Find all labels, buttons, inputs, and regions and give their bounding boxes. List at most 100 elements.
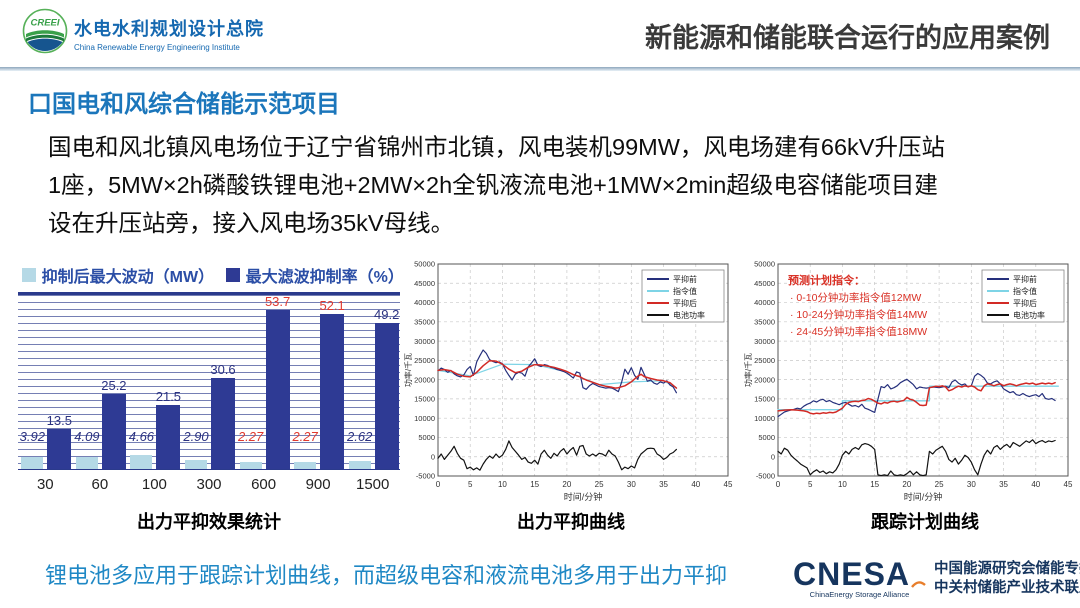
svg-text:平抑前: 平抑前 — [1013, 274, 1037, 284]
bar-wave-mw — [239, 462, 262, 469]
conclusion-note: 锂电池多应用于跟踪计划曲线，而超级电容和液流电池多用于出力平抑 — [45, 563, 728, 588]
svg-text:5000: 5000 — [758, 433, 775, 442]
svg-text:20000: 20000 — [754, 375, 775, 384]
svg-text:45: 45 — [724, 480, 733, 489]
svg-text:10: 10 — [498, 480, 507, 489]
svg-text:0: 0 — [436, 480, 441, 489]
svg-text:40000: 40000 — [414, 298, 435, 307]
bar-chart-suppression-stats: 抑制后最大波动（MW） 最大滤波抑制率（%） 3.92 13.5 4.09 25.2 4.6… — [18, 262, 404, 506]
slide-title: 新能源和储能联合运行的应用案例 — [645, 23, 1050, 53]
cnesa-logo: CNESA ChinaEnergy Storage Alliance 中国能源研… — [793, 552, 1080, 606]
svg-text:平抑后: 平抑后 — [673, 298, 697, 308]
header-divider — [0, 67, 1080, 71]
bar-value-pct: 13.5 — [46, 413, 72, 428]
caption-smoothing-curve: 出力平抑曲线 — [517, 512, 625, 532]
svg-text:· 24-45分钟功率指令值18MW: · 24-45分钟功率指令值18MW — [790, 325, 927, 338]
bar-value-pct: 21.5 — [155, 389, 182, 404]
bar-suppression-pct — [156, 405, 181, 469]
svg-text:25: 25 — [935, 480, 944, 489]
svg-text:50000: 50000 — [414, 260, 435, 269]
bar-suppression-pct — [101, 394, 126, 469]
svg-text:5: 5 — [808, 480, 813, 489]
bar-legend: 抑制后最大波动（MW） 最大滤波抑制率（%） — [18, 262, 404, 288]
svg-text:35000: 35000 — [414, 318, 435, 327]
svg-text:20000: 20000 — [414, 375, 435, 384]
cnesa-wordmark: CNESA ChinaEnergy Storage Alliance — [793, 556, 926, 599]
bar-value-mw: 4.66 — [128, 429, 155, 444]
chart-captions: 出力平抑效果统计 出力平抑曲线 跟踪计划曲线 — [0, 508, 1080, 538]
bar-wave-mw — [294, 462, 317, 469]
svg-text:预测计划指令：: 预测计划指令： — [788, 273, 865, 287]
svg-text:-5000: -5000 — [416, 472, 435, 481]
bar-wave-mw — [130, 455, 153, 469]
legend-item: 最大滤波抑制率（%） — [225, 263, 404, 287]
cnesa-org-line: 中国能源研究会储能专委会 — [934, 561, 1080, 577]
svg-text:35: 35 — [999, 480, 1008, 489]
bar-value-pct: 53.7 — [264, 294, 291, 309]
svg-text:时间/分钟: 时间/分钟 — [904, 491, 943, 502]
bar-value-mw: 3.92 — [19, 429, 45, 444]
svg-text:25: 25 — [595, 480, 604, 489]
svg-text:20: 20 — [562, 480, 571, 489]
svg-text:0: 0 — [771, 452, 775, 461]
svg-text:10000: 10000 — [414, 414, 435, 423]
org-names: 水电水利规划设计总院 China Renewable Energy Engine… — [74, 15, 264, 52]
svg-text:30: 30 — [967, 480, 976, 489]
section-heading: 口国电和风综合储能示范项目 — [28, 91, 340, 118]
svg-text:15: 15 — [530, 480, 539, 489]
svg-text:5000: 5000 — [418, 433, 435, 442]
legend-label: 最大滤波抑制率（%） — [245, 269, 404, 286]
bar-value-mw: 2.27 — [292, 429, 318, 444]
svg-text:功率/千瓦: 功率/千瓦 — [743, 353, 753, 387]
bar-suppression-pct — [211, 378, 235, 469]
bar-x-tick-label: 300 — [196, 476, 222, 493]
svg-text:指令值: 指令值 — [673, 286, 697, 296]
body-paragraph: 国电和风北镇风电场位于辽宁省锦州市北镇，风电装机99MW，风电场建有66kV升压… — [48, 128, 1058, 242]
svg-text:45000: 45000 — [754, 279, 775, 288]
cnesa-subtitle: ChinaEnergy Storage Alliance — [809, 590, 910, 599]
bar-wave-mw — [75, 457, 98, 469]
svg-text:45000: 45000 — [414, 279, 435, 288]
bar-x-tick-label: 60 — [91, 476, 109, 493]
bar-suppression-pct — [320, 314, 345, 469]
bar-wave-mw — [348, 461, 371, 469]
bar-value-mw: 2.62 — [347, 429, 373, 444]
body-line: 设在升压站旁，接入风电场35kV母线。 — [48, 210, 455, 236]
bar-x-tick-label: 100 — [141, 476, 167, 493]
svg-text:30000: 30000 — [754, 337, 775, 346]
svg-text:指令值: 指令值 — [1013, 286, 1037, 296]
svg-text:5: 5 — [468, 480, 473, 489]
svg-text:10: 10 — [838, 480, 847, 489]
cnesa-org-names: 中国能源研究会储能专委会 中关村储能产业技术联盟 — [934, 560, 1080, 598]
svg-text:平抑后: 平抑后 — [1013, 298, 1037, 308]
bar-value-mw: 2.90 — [183, 429, 209, 444]
svg-text:20: 20 — [902, 480, 911, 489]
bar-x-axis: 30 60 100 300 600 900 1500 — [18, 470, 400, 496]
svg-text:0: 0 — [776, 480, 781, 489]
line-chart-svg: 0 5 10 15 20 25 30 35 40 45-500005000100001500020… — [403, 260, 733, 502]
legend-swatch-icon — [22, 268, 36, 282]
cnesa-swoosh-icon — [911, 581, 926, 588]
cnesa-acronym: CNESA — [793, 556, 911, 592]
svg-text:25000: 25000 — [414, 356, 435, 365]
cnesa-org-line: 中关村储能产业技术联盟 — [934, 580, 1080, 596]
caption-bar-chart: 出力平抑效果统计 — [137, 512, 281, 532]
bar-value-pct: 49.2 — [374, 307, 400, 322]
body-line: 国电和风北镇风电场位于辽宁省锦州市北镇，风电装机99MW，风电场建有66kV升压… — [48, 134, 945, 160]
legend-item: 抑制后最大波动（MW） — [22, 263, 214, 287]
legend-swatch-icon — [225, 268, 240, 282]
svg-text:电池功率: 电池功率 — [673, 310, 705, 320]
svg-text:时间/分钟: 时间/分钟 — [564, 491, 603, 502]
bar-wave-mw — [21, 457, 44, 469]
bar-value-mw: 4.09 — [74, 429, 100, 444]
svg-text:45: 45 — [1064, 480, 1073, 489]
svg-text:15000: 15000 — [754, 395, 775, 404]
bar-plot-area: 3.92 13.5 4.09 25.2 4.66 21.5 2.90 30.6 2.27 53.7… — [18, 292, 400, 470]
svg-text:-5000: -5000 — [756, 472, 775, 481]
svg-text:· 10-24分钟功率指令值14MW: · 10-24分钟功率指令值14MW — [790, 308, 927, 321]
svg-text:平抑前: 平抑前 — [673, 274, 697, 284]
line-chart-smoothing-curve: 0 5 10 15 20 25 30 35 40 45 -5000 0 5000 10000 15000 20… — [402, 258, 740, 511]
bar-x-tick-label: 600 — [251, 476, 277, 493]
bar-suppression-pct — [47, 429, 72, 469]
svg-text:电池功率: 电池功率 — [1013, 310, 1045, 320]
